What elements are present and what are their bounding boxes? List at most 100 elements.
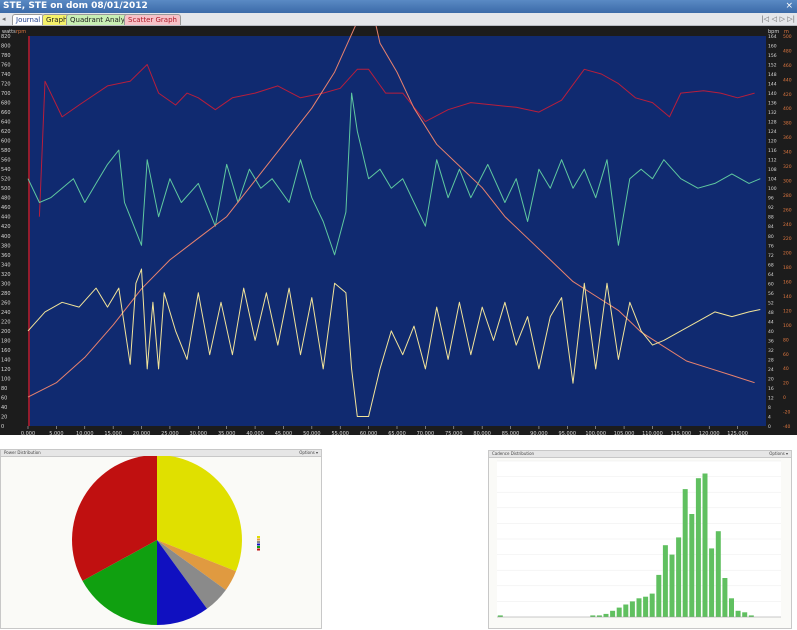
y-right-bpm-tick-label: 92 xyxy=(768,205,774,211)
y-right-bpm-tick-label: 132 xyxy=(768,110,777,116)
y-right-m-tick-label: 140 xyxy=(783,294,792,300)
histogram-bar xyxy=(689,514,695,617)
y-right-bpm-tick-label: 120 xyxy=(768,139,777,145)
y-right-m-tick-label: 200 xyxy=(783,251,792,257)
tab-scatter-graph[interactable]: Scatter Graph xyxy=(124,14,181,25)
x-tick-label: 110.000 xyxy=(642,431,663,435)
pie-slice xyxy=(82,540,157,625)
y-right-bpm-tick-label: 0 xyxy=(768,424,771,430)
y-right-bpm-tick-label: 4 xyxy=(768,414,771,420)
x-tick-label: 50.000 xyxy=(303,431,321,435)
y-right-bpm-tick-label: 16 xyxy=(768,386,774,392)
histogram-bar xyxy=(643,596,649,617)
y-left-tick-label: 480 xyxy=(1,196,11,202)
y-left-tick-label: 500 xyxy=(1,186,11,192)
x-tick-label: 5.000 xyxy=(49,431,63,435)
y-left-tick-label: 80 xyxy=(1,386,7,392)
y-right-bpm-tick-label: 40 xyxy=(768,329,774,335)
y-right-bpm-tick-label: 144 xyxy=(768,82,777,88)
y-right-m-tick-label: 440 xyxy=(783,77,792,83)
y-left-tick-label: 340 xyxy=(1,262,11,268)
histogram-bar xyxy=(656,574,662,617)
y-left-tick-label: 680 xyxy=(1,101,11,107)
histogram-bar xyxy=(636,598,642,617)
tab-journal[interactable]: Journal xyxy=(12,14,45,25)
y-right-bpm-tick-label: 160 xyxy=(768,44,777,50)
y-right-m-tick-label: 20 xyxy=(783,381,789,387)
x-tick-label: 55.000 xyxy=(331,431,349,435)
y-right-bpm-tick-label: 136 xyxy=(768,101,777,107)
y-right-bpm-tick-label: 56 xyxy=(768,291,774,297)
power-distribution-title: Power Distribution xyxy=(4,450,41,455)
x-tick-label: 10.000 xyxy=(76,431,94,435)
y-right-bpm-tick-label: 88 xyxy=(768,215,774,221)
y-right-bpm-tick-label: 60 xyxy=(768,281,774,287)
x-tick-label: 95.000 xyxy=(559,431,577,435)
axis-title: watts xyxy=(2,29,16,35)
histogram-bar xyxy=(669,554,675,617)
y-right-bpm-tick-label: 48 xyxy=(768,310,774,316)
y-left-tick-label: 60 xyxy=(1,395,7,401)
x-tick-label: 60.000 xyxy=(360,431,378,435)
activity-graph[interactable]: 0204060801001201401601802002202402602803… xyxy=(0,26,797,435)
y-right-bpm-tick-label: 112 xyxy=(768,158,777,164)
pie-legend-swatch xyxy=(257,541,260,543)
y-right-bpm-tick-label: 96 xyxy=(768,196,774,202)
y-right-bpm-tick-label: 140 xyxy=(768,91,777,97)
x-tick-label: 120.000 xyxy=(699,431,720,435)
histogram-bar xyxy=(662,545,668,617)
pie-slice xyxy=(157,540,226,609)
y-right-m-tick-label: 100 xyxy=(783,323,792,329)
y-left-tick-label: 360 xyxy=(1,253,11,259)
x-tick-label: 115.000 xyxy=(671,431,692,435)
pie-legend-swatch xyxy=(257,546,260,548)
y-right-bpm-tick-label: 124 xyxy=(768,129,777,135)
histogram-bar xyxy=(629,601,635,617)
pie-legend-swatch xyxy=(257,543,260,546)
x-tick-label: 75.000 xyxy=(445,431,463,435)
y-right-m-tick-label: 180 xyxy=(783,265,792,271)
y-right-bpm-tick-label: 68 xyxy=(768,262,774,268)
y-left-tick-label: 180 xyxy=(1,338,11,344)
y-left-tick-label: 520 xyxy=(1,177,11,183)
pie-legend-swatch xyxy=(257,548,260,551)
histogram-bar xyxy=(729,598,734,617)
y-right-bpm-tick-label: 8 xyxy=(768,405,771,411)
histogram-bar xyxy=(616,607,622,617)
histogram-bar xyxy=(695,478,701,617)
x-tick-label: 125.000 xyxy=(727,431,748,435)
x-tick-label: 35.000 xyxy=(218,431,236,435)
x-tick-label: 15.000 xyxy=(104,431,122,435)
x-tick-label: 40.000 xyxy=(246,431,264,435)
pie-slice xyxy=(157,456,242,572)
y-right-m-tick-label: -40 xyxy=(783,424,790,430)
close-icon[interactable]: × xyxy=(785,1,793,11)
cadence-distribution-panel: Cadence Distribution Options ▾ xyxy=(488,450,792,629)
power-options-button[interactable]: Options ▾ xyxy=(299,450,318,455)
next-page-icon[interactable]: ▷ xyxy=(779,15,785,23)
tab-bar: Journal Graph Quadrant Analysis Scatter … xyxy=(0,13,797,26)
y-right-m-tick-label: 360 xyxy=(783,135,792,141)
y-right-m-tick-label: 240 xyxy=(783,222,792,228)
y-left-tick-label: 0 xyxy=(1,424,4,430)
histogram-bar xyxy=(722,578,728,617)
series-line-watts xyxy=(27,268,761,417)
pie-slice xyxy=(157,540,207,626)
x-tick-label: 85.000 xyxy=(502,431,520,435)
cadence-distribution-title: Cadence Distribution xyxy=(492,451,535,456)
y-right-m-tick-label: 480 xyxy=(783,48,792,54)
y-right-bpm-tick-label: 100 xyxy=(768,186,777,192)
y-left-tick-label: 580 xyxy=(1,148,11,154)
first-page-icon[interactable]: |◁ xyxy=(761,15,769,23)
last-page-icon[interactable]: ▷| xyxy=(787,15,795,23)
y-right-bpm-tick-label: 84 xyxy=(768,224,774,230)
y-left-tick-label: 240 xyxy=(1,310,11,316)
prev-page-icon[interactable]: ◁ xyxy=(771,15,777,23)
y-left-tick-label: 700 xyxy=(1,91,11,97)
pie-legend-swatch xyxy=(257,538,260,541)
y-right-bpm-tick-label: 64 xyxy=(768,272,774,278)
y-right-m-tick-label: 500 xyxy=(783,34,792,40)
cadence-options-button[interactable]: Options ▾ xyxy=(769,451,788,456)
tab-scroll-left-icon[interactable]: ◂ xyxy=(2,15,6,23)
x-tick-label: 70.000 xyxy=(417,431,435,435)
